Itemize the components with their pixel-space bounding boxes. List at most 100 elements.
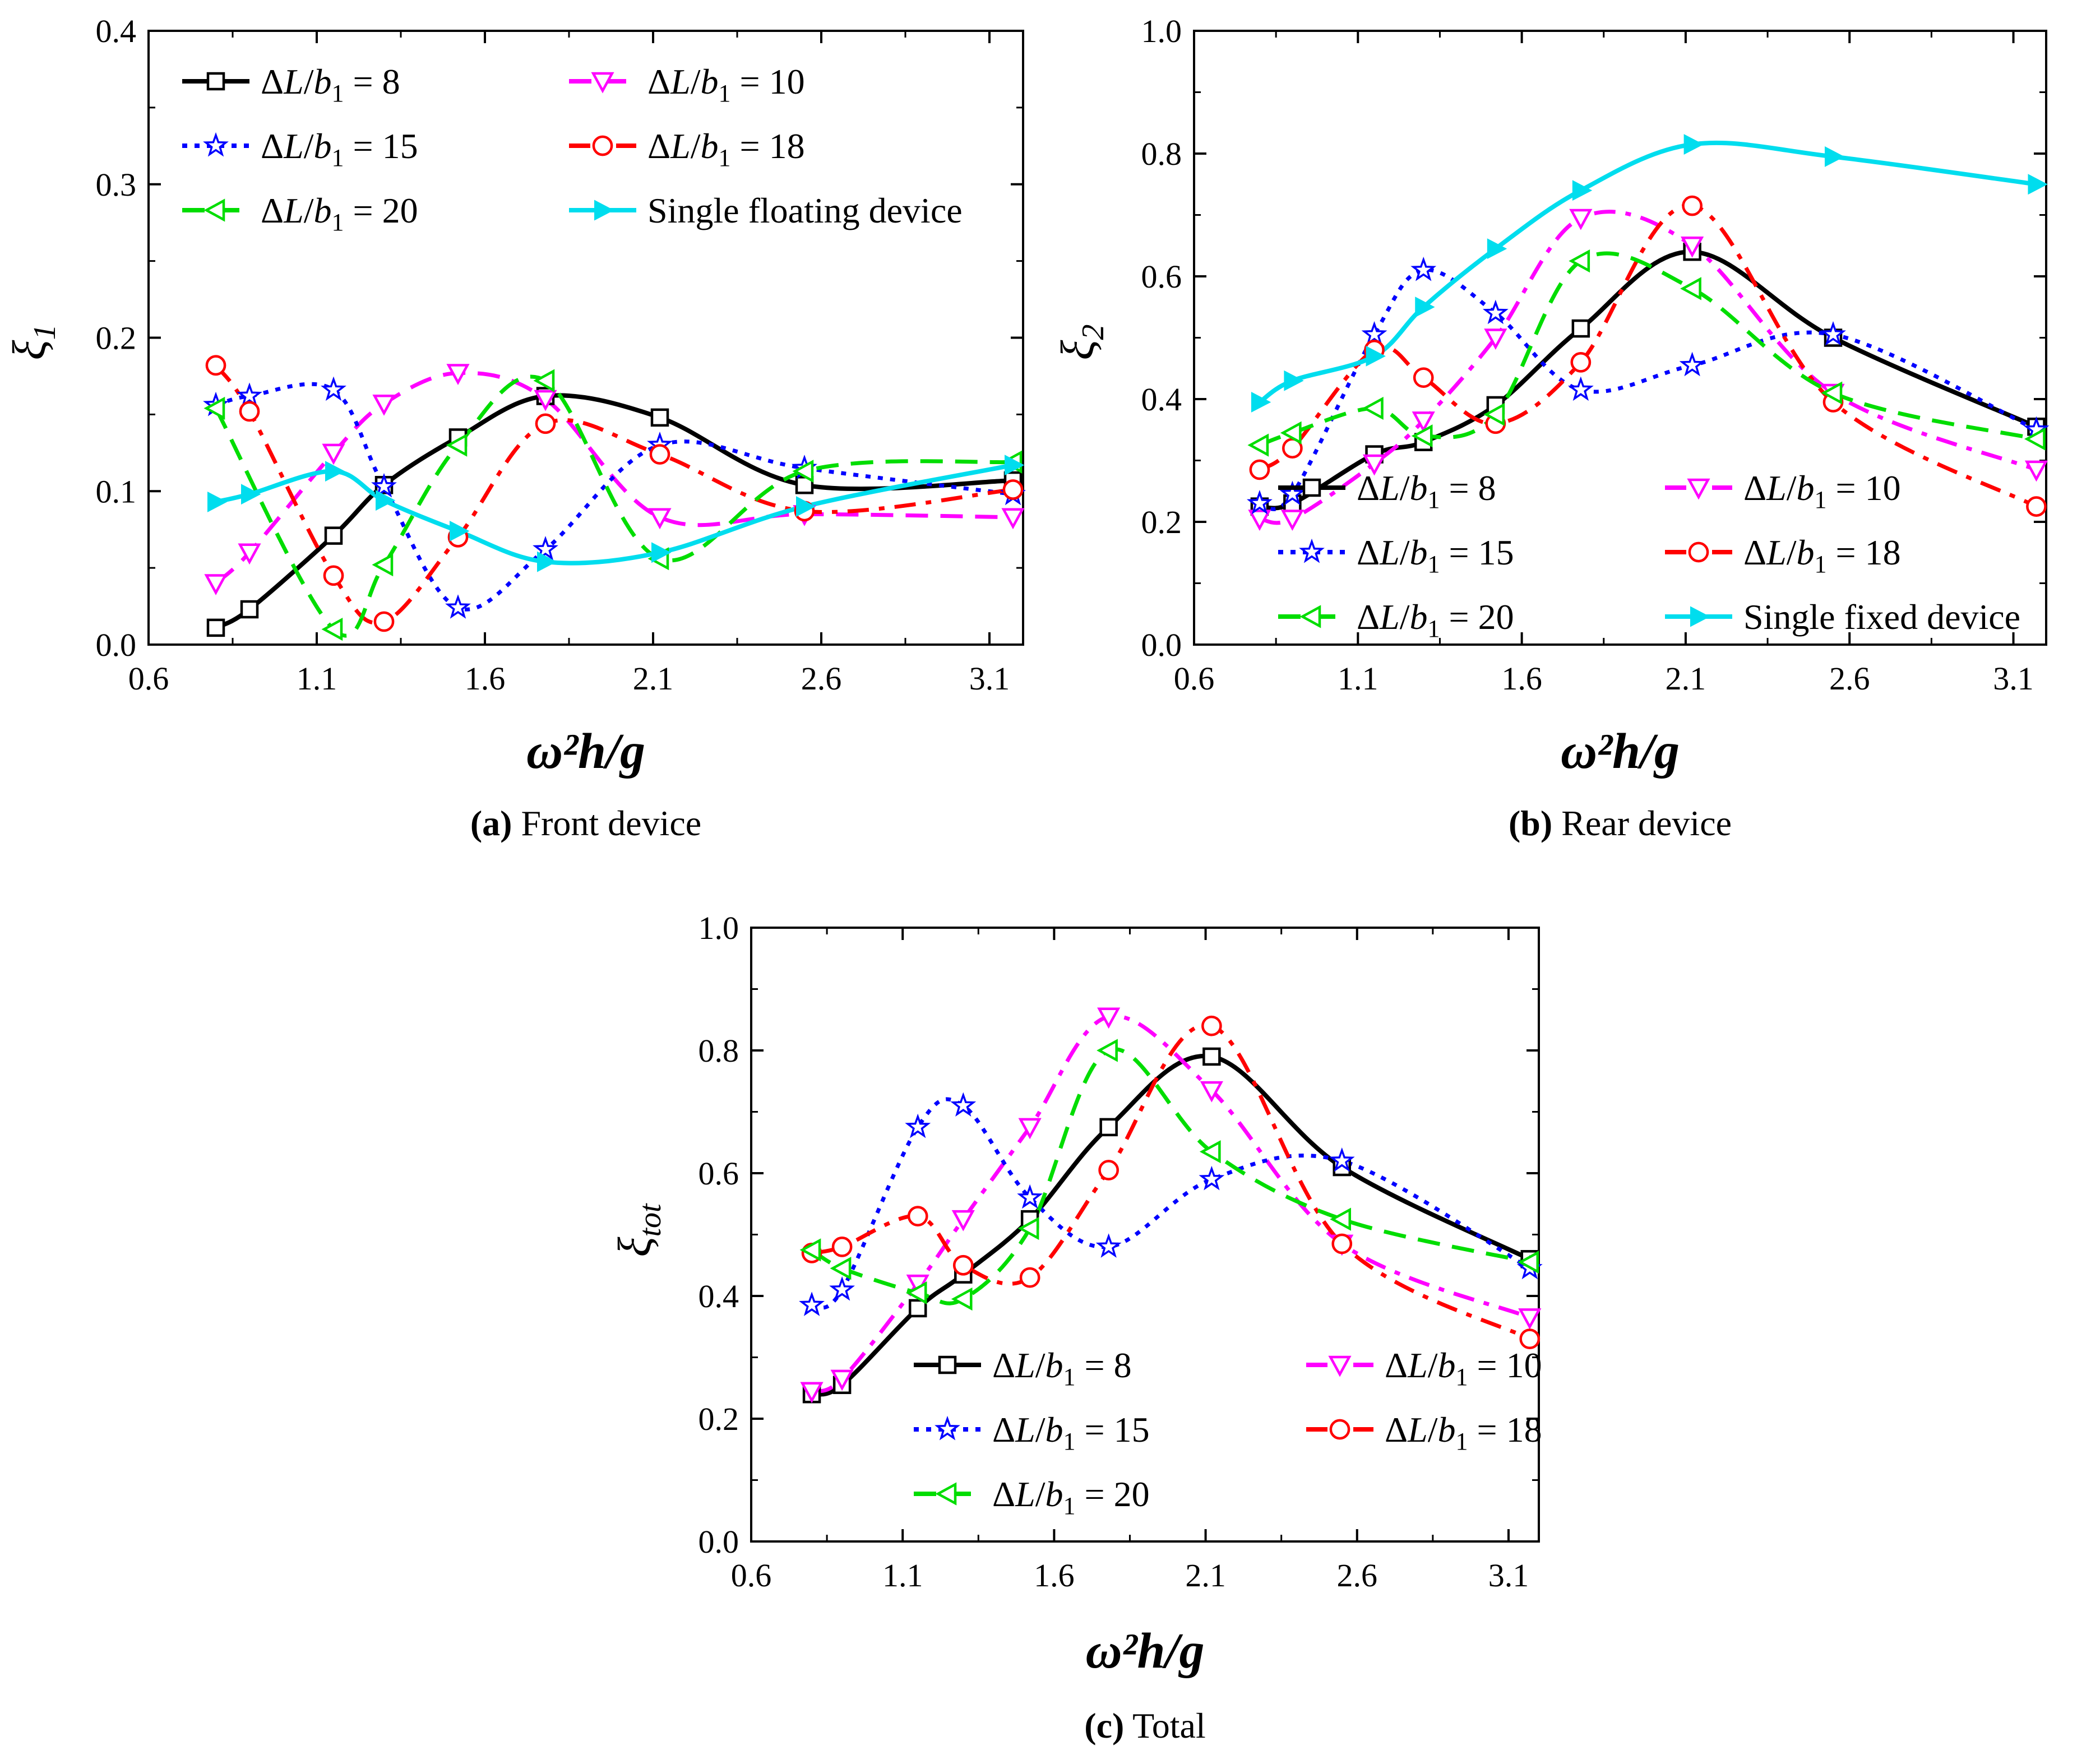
legend-marker-c-4: [935, 1482, 957, 1506]
point-c-2-2: [905, 1113, 931, 1138]
point-b-2-7: [1820, 321, 1846, 346]
point-b-5-2: [1366, 345, 1386, 367]
xtick-label-c-4: 2.6: [1337, 1557, 1378, 1594]
legend-marker-a-4: [203, 198, 225, 222]
point-c-3-6: [1201, 1015, 1222, 1036]
legend-math-c-1: Δ: [1385, 1345, 1408, 1385]
caption-b: (b) Rear device: [1509, 803, 1732, 843]
legend-math-a-3: Δ: [647, 126, 670, 166]
legend-marker-b-2: [1299, 538, 1325, 563]
xtick-label-a-2: 1.6: [465, 660, 506, 697]
series-line-b-5: [1258, 140, 2037, 404]
point-c-1-6: [1200, 1081, 1223, 1103]
ylabel-a: ξ1: [3, 325, 62, 360]
legend-eq-b-2: = 15: [1440, 533, 1514, 572]
legend-math-b-1: Δ: [1743, 468, 1766, 508]
legend-eq-b-3: = 18: [1827, 533, 1901, 572]
point-a-1-1: [238, 543, 261, 565]
legend-sub-b-3: 1: [1815, 550, 1827, 578]
legend-math-c-4: Δ: [992, 1474, 1015, 1514]
legend-L-b-3: L: [1766, 533, 1787, 572]
ytick-label-a-4: 0.4: [96, 13, 137, 49]
point-c-4-1: [830, 1257, 852, 1280]
point-a-5-2: [325, 461, 345, 482]
ytick-label-a-0: 0.0: [96, 627, 137, 663]
ytick-label-a-1: 0.1: [96, 473, 137, 510]
legend-eq-b-0: = 8: [1440, 468, 1496, 508]
legend-b-a-2: b: [314, 126, 332, 166]
legend-label-a-0: ΔL/b1 = 8: [261, 62, 400, 107]
point-b-4-5: [1569, 249, 1590, 273]
point-a-4-0: [203, 396, 225, 420]
point-c-1-4: [1018, 1118, 1042, 1140]
ytick-label-c-2: 0.4: [698, 1278, 739, 1314]
legend-math-c-2: Δ: [992, 1410, 1015, 1450]
legend-slash-b-0: /: [1400, 468, 1410, 508]
point-a-4-2: [372, 553, 394, 577]
point-c-1-5: [1097, 1007, 1121, 1029]
legend-L-b-4: L: [1379, 597, 1400, 637]
legend-marker-c-0: [938, 1355, 957, 1374]
point-b-3-3: [1413, 367, 1434, 388]
xtick-label-b-3: 2.1: [1666, 660, 1706, 697]
point-a-1-5: [534, 390, 557, 411]
point-b-4-4: [1483, 402, 1505, 426]
point-a-2-3: [371, 473, 397, 498]
legend-eq-b-4: = 20: [1440, 597, 1514, 637]
xtick-label-a-4: 2.6: [801, 660, 842, 697]
legend-marker-b-0: [1302, 478, 1321, 497]
legend-label-b-3: ΔL/b1 = 18: [1743, 533, 1901, 578]
legend-label-a-4: ΔL/b1 = 20: [261, 191, 418, 236]
point-c-1-0: [800, 1382, 824, 1404]
legend-marker-b-3: [1688, 541, 1709, 563]
point-c-2-0: [799, 1291, 825, 1316]
legend-label-a-1: ΔL/b1 = 10: [647, 62, 805, 107]
ylabel-main-a: ξ: [3, 340, 55, 360]
legend-L-c-2: L: [1015, 1410, 1035, 1450]
xtick-label-b-2: 1.6: [1501, 660, 1542, 697]
legend-sub-b-4: 1: [1428, 615, 1440, 642]
legend-b-c-0: b: [1046, 1345, 1063, 1385]
caption-letter-c: (c): [1084, 1706, 1124, 1746]
point-b-1-5: [1569, 209, 1593, 230]
legend-slash-c-4: /: [1035, 1474, 1046, 1514]
point-b-4-0: [1247, 433, 1269, 457]
point-a-5-6: [651, 542, 672, 563]
legend-b-c-3: b: [1438, 1410, 1456, 1450]
point-b-2-3: [1410, 256, 1437, 281]
plot-frame-a: [147, 30, 1024, 646]
point-c-4-3: [951, 1287, 973, 1311]
xlabel-c: ω²h/g: [1085, 1623, 1204, 1679]
legend-sub-c-4: 1: [1063, 1492, 1076, 1520]
point-b-1-0: [1248, 510, 1271, 531]
point-c-1-1: [830, 1369, 854, 1391]
point-a-1-0: [204, 574, 228, 595]
point-b-2-5: [1567, 376, 1594, 401]
point-c-4-7: [1330, 1207, 1351, 1231]
xtick-label-a-0: 0.6: [128, 660, 169, 697]
point-b-1-4: [1484, 328, 1507, 350]
caption-letter-b: (b): [1509, 803, 1552, 843]
legend-label-c-1: ΔL/b1 = 10: [1385, 1345, 1542, 1391]
point-b-5-0: [1251, 392, 1271, 413]
legend-label-b-1: ΔL/b1 = 10: [1743, 468, 1901, 513]
legend-slash-a-4: /: [304, 191, 314, 230]
point-a-4-1: [321, 618, 343, 641]
point-c-0-5: [1099, 1118, 1118, 1137]
ytick-label-b-3: 0.6: [1141, 258, 1182, 295]
legend-eq-c-0: = 8: [1076, 1345, 1132, 1385]
point-b-5-6: [1683, 134, 1704, 155]
legend-label-b-2: ΔL/b1 = 15: [1357, 533, 1514, 578]
xtick-label-a-1: 1.1: [297, 660, 337, 697]
ylabel-sub-a: 1: [27, 325, 62, 340]
legend-eq-a-2: = 15: [344, 126, 418, 166]
series-line-c-4: [811, 1047, 1530, 1305]
xtick-label-a-3: 2.1: [633, 660, 674, 697]
legend-b-c-2: b: [1046, 1410, 1063, 1450]
point-b-1-8: [2024, 460, 2048, 482]
legend-label-c-0: ΔL/b1 = 8: [992, 1345, 1132, 1391]
legend-math-c-0: Δ: [992, 1345, 1015, 1385]
ytick-label-b-5: 1.0: [1141, 13, 1182, 49]
legend-marker-a-3: [592, 135, 613, 156]
